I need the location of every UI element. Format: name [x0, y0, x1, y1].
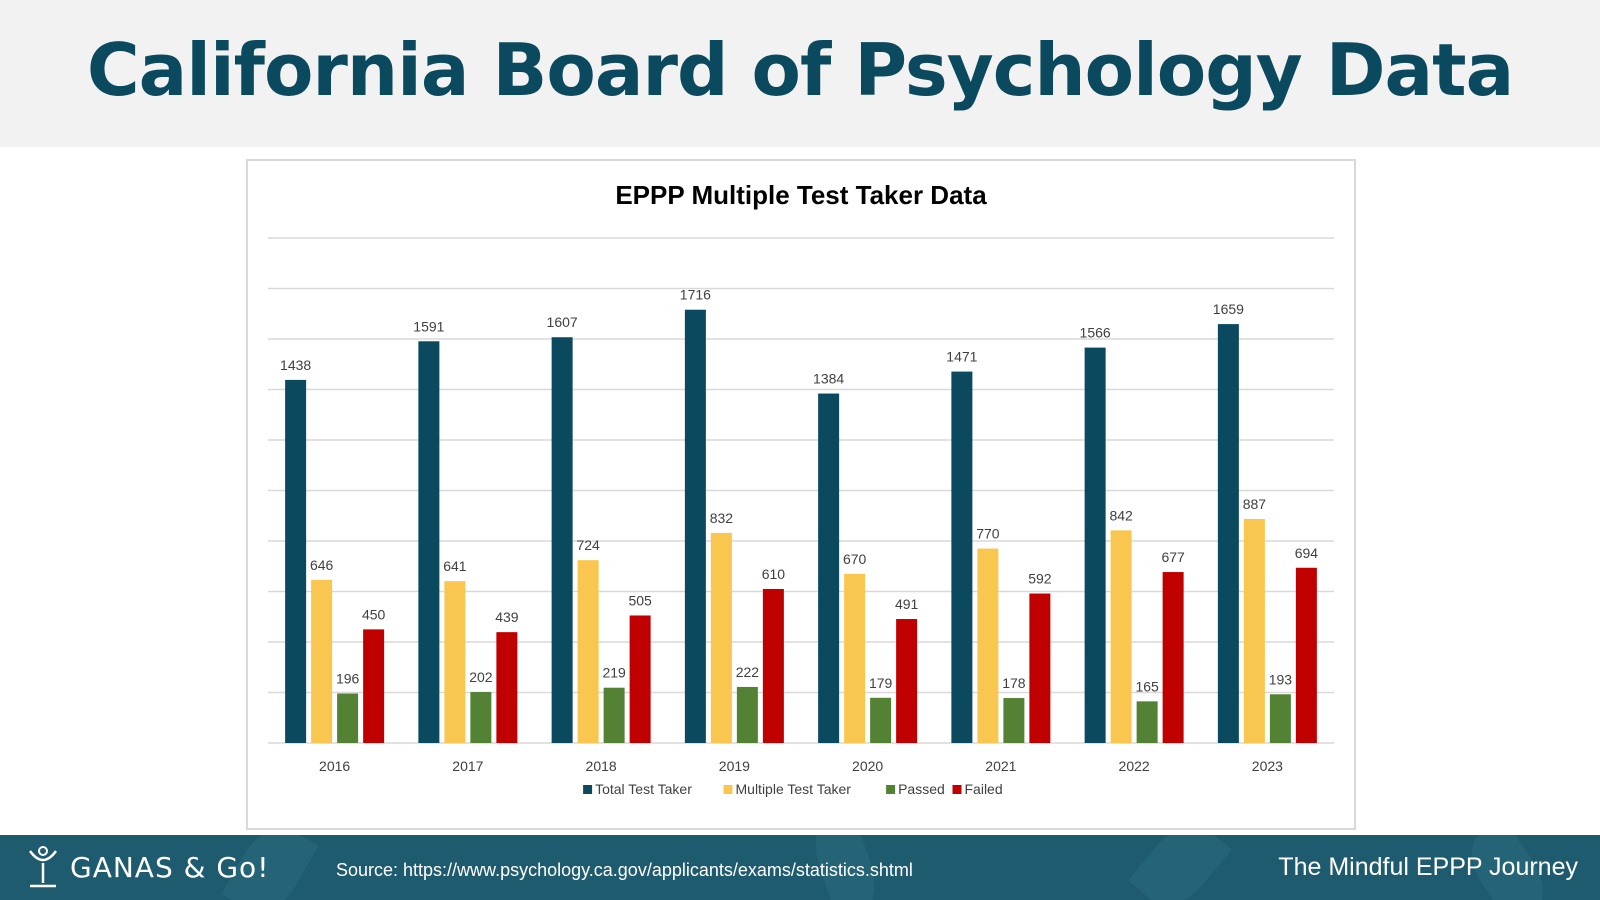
bar-passed: [603, 687, 625, 743]
data-label: 491: [895, 596, 919, 612]
data-label: 1438: [280, 357, 311, 373]
bar-failed: [762, 588, 784, 743]
bar-total-test-taker: [285, 379, 307, 743]
bar-failed: [363, 629, 385, 743]
legend-swatch: [723, 785, 733, 794]
header: California Board of Psychology Data: [0, 0, 1600, 147]
bar-failed: [629, 615, 651, 743]
x-tick-label: 2022: [1119, 758, 1150, 774]
legend-swatch: [886, 785, 896, 794]
data-label: 770: [976, 526, 1000, 542]
bar-multiple-test-taker: [577, 560, 599, 743]
legend-label: Passed: [898, 781, 945, 797]
legend-swatch: [583, 785, 593, 794]
data-label: 1471: [946, 349, 977, 365]
bar-passed: [470, 691, 492, 743]
data-label: 1566: [1080, 325, 1111, 341]
source-text: Source: https://www.psychology.ca.gov/ap…: [336, 860, 913, 880]
x-tick-label: 2018: [586, 758, 617, 774]
bar-total-test-taker: [1217, 324, 1239, 743]
data-label: 165: [1135, 678, 1159, 694]
bar-failed: [1162, 572, 1184, 743]
data-label: 641: [443, 558, 467, 574]
data-label: 505: [628, 592, 652, 608]
legend-label: Multiple Test Taker: [736, 781, 852, 797]
bar-passed: [1269, 694, 1291, 743]
data-label: 887: [1243, 496, 1267, 512]
data-label: 222: [736, 664, 760, 680]
chart-container: EPPP Multiple Test Taker Data 1438 646 196 4…: [246, 159, 1356, 830]
x-tick-label: 2021: [985, 758, 1016, 774]
data-label: 592: [1028, 571, 1052, 587]
ganas-go-logo: GANAS & Go!: [22, 843, 269, 891]
footer: GANAS & Go! Source: https://www.psycholo…: [0, 835, 1600, 900]
legend-label: Failed: [965, 781, 1003, 797]
data-label: 670: [843, 551, 867, 567]
data-label: 196: [336, 671, 360, 687]
tagline: The Mindful EPPP Journey: [1278, 853, 1578, 881]
legend-label: Total Test Taker: [595, 781, 692, 797]
data-label: 219: [602, 665, 626, 681]
data-label: 1384: [813, 371, 844, 387]
bar-multiple-test-taker: [1110, 530, 1132, 743]
bar-passed: [1003, 698, 1025, 743]
x-tick-label: 2017: [452, 758, 483, 774]
data-label: 610: [762, 566, 786, 582]
x-tick-label: 2016: [319, 758, 350, 774]
data-label: 842: [1109, 507, 1133, 523]
chart-title: EPPP Multiple Test Taker Data: [615, 180, 987, 210]
bar-total-test-taker: [1084, 347, 1106, 743]
data-label: 646: [310, 557, 334, 573]
page-title: California Board of Psychology Data: [86, 28, 1514, 112]
data-label: 202: [469, 669, 493, 685]
bar-multiple-test-taker: [977, 548, 999, 743]
data-label: 1591: [413, 318, 444, 334]
bar-total-test-taker: [818, 393, 840, 743]
data-label: 677: [1161, 549, 1185, 565]
data-label: 439: [495, 609, 519, 625]
data-label: 1716: [680, 287, 711, 303]
data-label: 832: [710, 510, 734, 526]
bar-failed: [1295, 567, 1317, 743]
bar-total-test-taker: [551, 337, 573, 743]
data-label: 450: [362, 606, 386, 622]
bar-multiple-test-taker: [710, 532, 732, 743]
bar-passed: [870, 697, 892, 743]
bar-multiple-test-taker: [444, 581, 466, 743]
legend-swatch: [952, 785, 962, 794]
data-label: 694: [1295, 545, 1319, 561]
data-label: 1659: [1213, 301, 1244, 317]
bar-multiple-test-taker: [1243, 519, 1265, 743]
bar-passed: [337, 693, 359, 743]
bar-failed: [496, 632, 518, 743]
data-label: 178: [1002, 675, 1026, 691]
x-tick-label: 2023: [1252, 758, 1283, 774]
leaf-decoration: [1128, 835, 1232, 900]
data-label: 193: [1269, 671, 1293, 687]
bar-failed: [1029, 593, 1051, 743]
logo-text: GANAS & Go!: [70, 850, 270, 884]
cup-icon: [28, 846, 58, 888]
bar-total-test-taker: [418, 341, 440, 743]
bar-passed: [1136, 701, 1158, 743]
bar-chart: EPPP Multiple Test Taker Data 1438 646 196 4…: [268, 180, 1334, 797]
data-label: 724: [576, 537, 600, 553]
bar-total-test-taker: [684, 309, 706, 743]
data-label: 1607: [547, 314, 578, 330]
bar-failed: [896, 619, 918, 743]
bar-passed: [736, 686, 758, 743]
x-tick-label: 2020: [852, 758, 883, 774]
bar-total-test-taker: [951, 371, 973, 743]
x-tick-label: 2019: [719, 758, 750, 774]
bar-multiple-test-taker: [311, 579, 333, 743]
bar-multiple-test-taker: [844, 573, 866, 743]
data-label: 179: [869, 675, 893, 691]
